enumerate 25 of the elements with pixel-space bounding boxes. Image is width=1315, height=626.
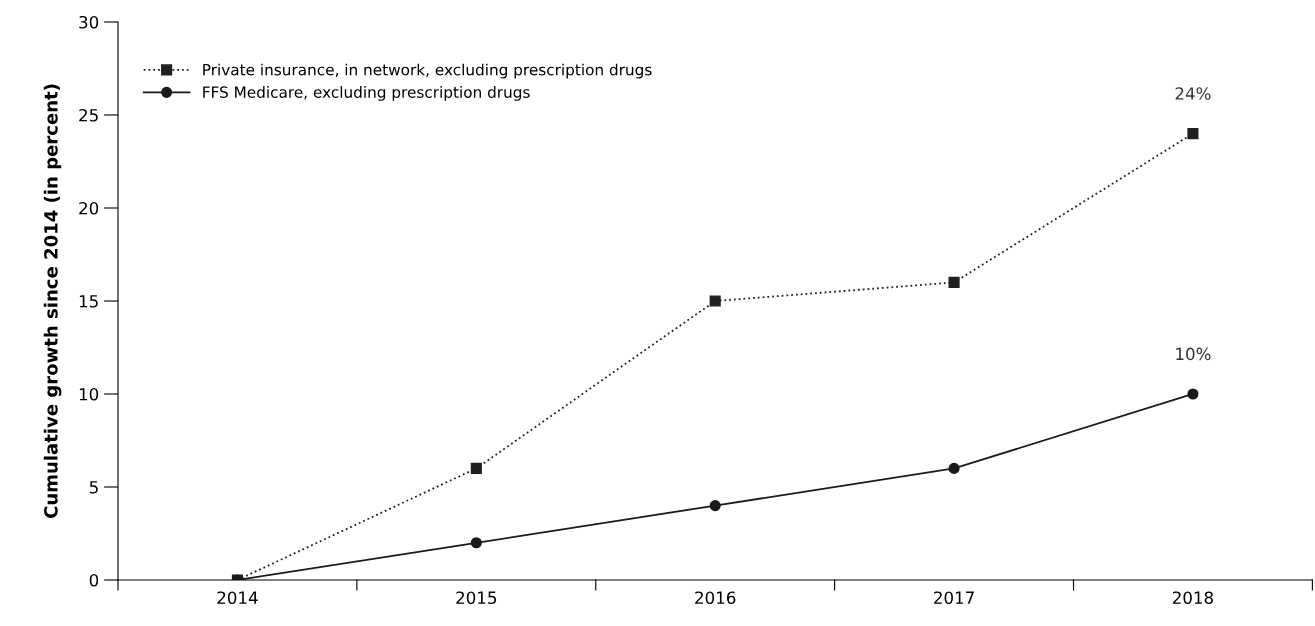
y-tick-label: 30: [79, 15, 99, 29]
y-axis-title: Cumulative growth since 2014 (in percent): [43, 84, 62, 519]
point: [709, 500, 721, 512]
y-tick-label: 25: [79, 108, 98, 122]
x-tick-label: 2014: [217, 591, 258, 605]
legend-label: FFS Medicare, excluding prescription drugs: [203, 86, 530, 101]
point: [470, 537, 482, 549]
legend-label: Private insurance, in network, excluding prescription drugs: [203, 63, 652, 79]
x-tick-label: 2015: [456, 591, 497, 605]
x-tick-label: 2018: [1172, 591, 1213, 605]
y-tick-label: 0: [89, 573, 99, 587]
y-tick-label: 15: [79, 295, 98, 308]
y-tick-label: 5: [89, 481, 98, 494]
point: [948, 462, 960, 474]
y-tick-label: 20: [79, 201, 99, 215]
point: [1187, 128, 1199, 140]
data-label: 10%: [1176, 347, 1211, 361]
point: [470, 462, 482, 474]
x-tick-label: 2017: [934, 591, 974, 605]
y-tick-label: 10: [79, 387, 99, 401]
x-tick-label: 2016: [695, 591, 736, 605]
point: [948, 276, 960, 288]
point: [1187, 388, 1199, 400]
point: [709, 295, 721, 307]
data-label: 24%: [1175, 87, 1211, 100]
